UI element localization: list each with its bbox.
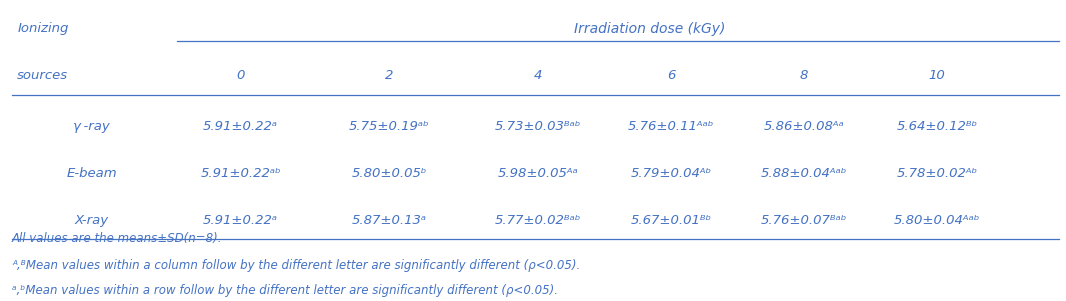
Text: 5.87±0.13ᵃ: 5.87±0.13ᵃ bbox=[352, 214, 427, 227]
Text: 5.67±0.01ᴮᵇ: 5.67±0.01ᴮᵇ bbox=[631, 214, 712, 227]
Text: 5.73±0.03ᴮᵃᵇ: 5.73±0.03ᴮᵃᵇ bbox=[495, 120, 582, 133]
Text: 5.77±0.02ᴮᵃᵇ: 5.77±0.02ᴮᵃᵇ bbox=[495, 214, 582, 227]
Text: sources: sources bbox=[17, 70, 68, 82]
Text: ᴬ,ᴮMean values within a column follow by the different letter are significantly : ᴬ,ᴮMean values within a column follow by… bbox=[12, 259, 580, 272]
Text: 5.76±0.07ᴮᵃᵇ: 5.76±0.07ᴮᵃᵇ bbox=[761, 214, 847, 227]
Text: 5.78±0.02ᴬᵇ: 5.78±0.02ᴬᵇ bbox=[897, 167, 978, 180]
Text: All values are the means±SD(n=8).: All values are the means±SD(n=8). bbox=[12, 232, 223, 245]
Text: 5.88±0.04ᴬᵃᵇ: 5.88±0.04ᴬᵃᵇ bbox=[761, 167, 847, 180]
Text: 4: 4 bbox=[534, 70, 543, 82]
Text: 5.86±0.08ᴬᵃ: 5.86±0.08ᴬᵃ bbox=[763, 120, 844, 133]
Text: 5.91±0.22ᵃ: 5.91±0.22ᵃ bbox=[203, 120, 278, 133]
Text: 5.79±0.04ᴬᵇ: 5.79±0.04ᴬᵇ bbox=[631, 167, 712, 180]
Text: 6: 6 bbox=[667, 70, 676, 82]
Text: 5.91±0.22ᵃᵇ: 5.91±0.22ᵃᵇ bbox=[200, 167, 281, 180]
Text: 5.91±0.22ᵃ: 5.91±0.22ᵃ bbox=[203, 214, 278, 227]
Text: Irradiation dose (kGy): Irradiation dose (kGy) bbox=[575, 22, 726, 36]
Text: 10: 10 bbox=[928, 70, 946, 82]
Text: 5.75±0.19ᵃᵇ: 5.75±0.19ᵃᵇ bbox=[349, 120, 430, 133]
Text: X-ray: X-ray bbox=[75, 214, 109, 227]
Text: 5.80±0.05ᵇ: 5.80±0.05ᵇ bbox=[352, 167, 427, 180]
Text: 5.64±0.12ᴮᵇ: 5.64±0.12ᴮᵇ bbox=[897, 120, 978, 133]
Text: Ionizing: Ionizing bbox=[17, 22, 68, 35]
Text: 0: 0 bbox=[237, 70, 245, 82]
Text: ᵃ,ᵇMean values within a row follow by the different letter are significantly dif: ᵃ,ᵇMean values within a row follow by th… bbox=[12, 284, 558, 297]
Text: γ -ray: γ -ray bbox=[74, 120, 110, 133]
Text: 5.76±0.11ᴬᵃᵇ: 5.76±0.11ᴬᵃᵇ bbox=[628, 120, 714, 133]
Text: 5.98±0.05ᴬᵃ: 5.98±0.05ᴬᵃ bbox=[498, 167, 579, 180]
Text: 2: 2 bbox=[385, 70, 393, 82]
Text: E-beam: E-beam bbox=[66, 167, 117, 180]
Text: 5.80±0.04ᴬᵃᵇ: 5.80±0.04ᴬᵃᵇ bbox=[893, 214, 981, 227]
Text: 8: 8 bbox=[800, 70, 808, 82]
